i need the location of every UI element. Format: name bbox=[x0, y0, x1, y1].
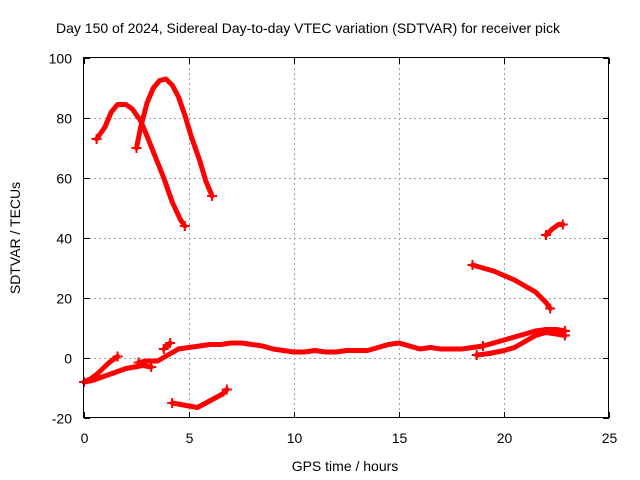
series-endpoint-marker bbox=[478, 341, 488, 351]
series-arc-3 bbox=[169, 387, 230, 410]
x-tick-label: 5 bbox=[186, 430, 194, 446]
x-tick-label: 20 bbox=[497, 430, 513, 446]
series-endpoint-marker bbox=[221, 384, 232, 395]
series-endpoint-marker bbox=[207, 191, 218, 201]
series-arc-8 bbox=[480, 327, 568, 349]
series-layer bbox=[79, 76, 570, 410]
plot-frame bbox=[83, 57, 609, 418]
x-tick-label: 0 bbox=[81, 430, 89, 446]
y-tick-label: 100 bbox=[49, 51, 73, 67]
series-endpoint-marker bbox=[557, 219, 568, 230]
series-endpoint-marker bbox=[158, 344, 169, 354]
x-tick-label: 10 bbox=[287, 430, 303, 446]
series-endpoint-marker bbox=[146, 362, 157, 372]
series-endpoint-marker bbox=[91, 134, 102, 144]
series-endpoint-marker bbox=[471, 350, 482, 360]
series-arc-10 bbox=[470, 262, 553, 311]
x-tick-label: 25 bbox=[602, 430, 618, 446]
y-axis-label: SDTVAR / TECUs bbox=[7, 182, 23, 294]
chart-title: Day 150 of 2024, Sidereal Day-to-day VTE… bbox=[56, 20, 561, 36]
y-tick-label: 60 bbox=[56, 171, 72, 187]
tick-layer: 0 5 10 15 20 25 -20 0 20 40 60 80 100 bbox=[49, 51, 618, 447]
series-endpoint-marker bbox=[559, 330, 570, 341]
series-arc-5 bbox=[81, 363, 154, 385]
series-arc-11 bbox=[543, 222, 566, 238]
series-endpoint-marker bbox=[167, 398, 178, 408]
y-tick-label: 20 bbox=[56, 291, 72, 307]
series-arc-6 bbox=[81, 354, 121, 385]
series-arc-7 bbox=[136, 340, 486, 365]
y-tick-label: 40 bbox=[56, 231, 72, 247]
y-tick-label: 0 bbox=[64, 351, 72, 367]
series-endpoint-marker bbox=[133, 357, 144, 368]
x-axis-label: GPS time / hours bbox=[292, 458, 399, 474]
series-endpoint-marker bbox=[467, 260, 478, 270]
grid-layer bbox=[84, 58, 609, 418]
series-endpoint-marker bbox=[541, 230, 551, 240]
y-tick-label: -20 bbox=[52, 411, 72, 427]
series-endpoint-marker bbox=[165, 338, 176, 348]
series-endpoint-marker bbox=[179, 221, 190, 231]
series-endpoint-marker bbox=[112, 351, 123, 362]
series-endpoint-marker bbox=[545, 303, 556, 314]
series-arc-9 bbox=[474, 330, 568, 358]
series-arc-2 bbox=[134, 76, 215, 199]
y-tick-label: 80 bbox=[56, 111, 72, 127]
series-endpoint-marker bbox=[131, 143, 142, 153]
x-tick-label: 15 bbox=[392, 430, 408, 446]
